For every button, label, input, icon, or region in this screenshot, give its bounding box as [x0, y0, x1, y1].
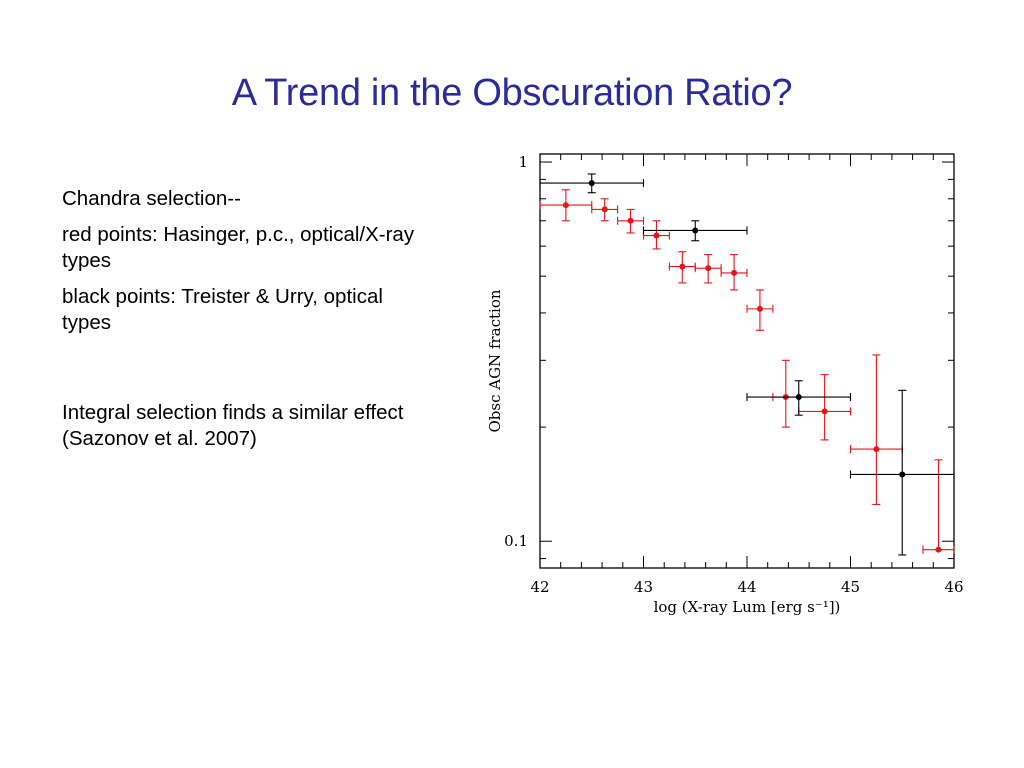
data-point — [653, 232, 660, 239]
y-axis-label: Obsc AGN fraction — [486, 289, 504, 432]
axis-ticks — [539, 154, 955, 568]
x-axis-label: log (X-ray Lum [erg s⁻¹]) — [654, 598, 841, 616]
plot-frame — [539, 153, 955, 569]
y-tick-label: 1 — [518, 153, 528, 171]
data-point — [562, 202, 569, 209]
data-point — [935, 546, 942, 553]
data-series — [539, 173, 955, 556]
data-point — [756, 305, 763, 312]
x-tick-label: 45 — [841, 578, 860, 596]
x-tick-label: 42 — [530, 578, 549, 596]
data-point — [873, 446, 880, 453]
tick-labels: 42 43 44 45 46 0.1 1 — [504, 153, 963, 596]
data-point — [627, 217, 634, 224]
data-point — [679, 263, 686, 270]
data-point — [795, 394, 802, 401]
series-0 — [539, 189, 955, 554]
data-point — [705, 265, 712, 272]
series-1 — [539, 173, 955, 556]
text-line-red-points: red points: Hasinger, p.c., optical/X-ra… — [62, 223, 415, 272]
text-line-chandra-selection: Chandra selection-- — [62, 187, 241, 210]
y-tick-label: 0.1 — [504, 532, 528, 550]
text-line-integral-selection: Integral selection finds a similar effec… — [62, 401, 404, 450]
data-point — [588, 180, 595, 187]
slide-body-text: Chandra selection-- red points: Hasinger… — [62, 186, 422, 462]
data-point — [899, 471, 906, 478]
data-point — [731, 269, 738, 276]
data-point — [692, 227, 699, 234]
x-tick-label: 43 — [634, 578, 653, 596]
data-point — [601, 206, 608, 213]
data-point — [821, 408, 828, 415]
text-line-black-points: black points: Treister & Urry, optical t… — [62, 285, 383, 334]
x-tick-label: 46 — [944, 578, 963, 596]
obscured-fraction-chart: 42 43 44 45 46 0.1 1 log (X-ray Lum [erg s⁻¹])… — [486, 153, 964, 616]
slide-title: A Trend in the Obscuration Ratio? — [231, 72, 793, 114]
x-tick-label: 44 — [737, 578, 756, 596]
